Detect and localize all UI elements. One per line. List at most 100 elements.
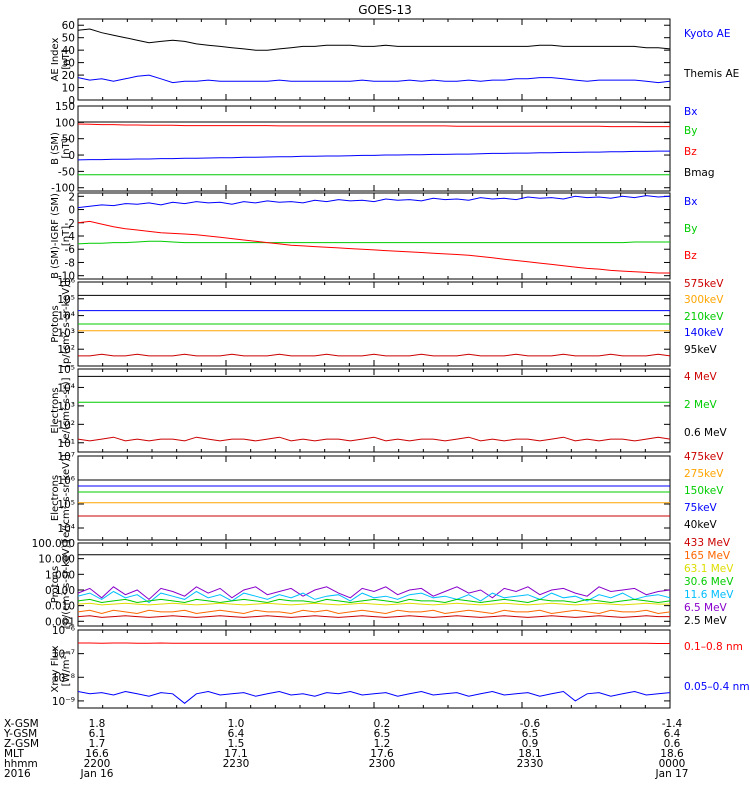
ephem-cell: 18.6 <box>660 748 684 760</box>
ephem-cell: 1.2 <box>374 738 391 750</box>
series-line-prot1 <box>78 353 670 357</box>
y-tick-label: 0 <box>68 95 75 107</box>
ephem-cell: Jan 17 <box>655 768 689 780</box>
ephem-cell: 0.6 <box>664 738 681 750</box>
ephem-cell: -1.4 <box>662 718 683 730</box>
series-line-prot2 <box>78 590 670 604</box>
ephem-cell: 6.1 <box>89 728 106 740</box>
ephem-row-label: 2016 <box>4 768 31 780</box>
panel-frame <box>77 18 671 101</box>
y-tick-label: 20 <box>62 70 75 82</box>
legend-entry: 0.6 MeV <box>684 427 728 439</box>
panel-elec1: 10¹ 10² 10³ 10⁴ 10⁵ Electrons [e/(cm²-s-sr)] 4 … <box>50 364 728 453</box>
y-axis-unit: [nT] <box>61 138 72 158</box>
legend-entry: 0.1–0.8 nm <box>684 641 743 653</box>
ephem-row-label: MLT <box>4 748 24 760</box>
y-axis-label: Protons <box>50 566 61 603</box>
y-tick-label: 40 <box>62 45 75 57</box>
y-tick-label: -100 <box>51 183 75 195</box>
y-tick-label: 10⁵ <box>57 294 75 306</box>
legend-entry: 300keV <box>684 294 724 306</box>
y-axis-unit: [W/m²] <box>61 651 72 686</box>
y-axis-label: Protons <box>50 305 61 342</box>
series-line-bsm <box>78 123 670 128</box>
ephem-cell: 2200 <box>84 758 111 770</box>
panel-frame <box>77 455 671 541</box>
legend-entry: By <box>684 125 697 137</box>
y-tick-label: -2 <box>65 218 75 230</box>
y-tick-label: -8 <box>65 257 75 269</box>
legend-entry: Bz <box>684 250 697 262</box>
ephem-cell: 0000 <box>659 758 686 770</box>
series-line-bsm <box>78 150 670 161</box>
legend-entry: 433 MeV <box>684 537 731 549</box>
ephem-cell: -0.6 <box>520 718 541 730</box>
series-line-prot2 <box>78 586 670 601</box>
y-tick-label: -50 <box>58 166 75 178</box>
y-tick-label: 10⁷ <box>57 451 75 463</box>
panel-frame <box>77 542 671 627</box>
y-tick-label: 10⁻⁹ <box>52 696 75 708</box>
ephem-cell: 16.6 <box>85 748 109 760</box>
ephem-cell: Jan 16 <box>80 768 114 780</box>
y-tick-label: 150 <box>55 101 75 113</box>
panel-elec2: 10⁴ 10⁵ 10⁶ 10⁷ Electrons [e/(cm²-s-sr-keV)] 4… <box>50 451 724 542</box>
ephem-row-label: hhmm <box>4 758 38 770</box>
y-tick-label: 0.010 <box>45 601 75 613</box>
ephem-cell: 1.0 <box>228 718 245 730</box>
y-tick-label: 10 <box>62 83 75 95</box>
legend-entry: 75keV <box>684 502 718 514</box>
y-axis-unit: [p/(cm²-s-sr-keV)] <box>61 541 72 629</box>
series-line-elec1 <box>78 436 670 442</box>
legend-entry: Bx <box>684 196 697 208</box>
legend-entry: 575keV <box>684 278 724 290</box>
y-axis-label: B (SM) <box>50 132 61 165</box>
y-tick-label: 10⁵ <box>57 499 75 511</box>
ephem-cell: 2300 <box>369 758 396 770</box>
ephemeris-table: X-GSMY-GSMZ-GSMMLThhmm20161.86.11.716.62… <box>3 718 688 780</box>
legend-entry: 210keV <box>684 311 724 323</box>
series-line-ae <box>78 28 670 51</box>
y-axis-label: Xray Flux <box>50 645 61 692</box>
ephem-cell: 2230 <box>223 758 250 770</box>
y-tick-label: 10² <box>57 344 75 356</box>
series-line-bigrf <box>78 195 670 209</box>
legend-entry: 2.5 MeV <box>684 615 728 627</box>
y-tick-label: 10² <box>57 419 75 431</box>
legend-entry: Themis AE <box>683 68 739 80</box>
y-tick-label: 10⁵ <box>57 364 75 376</box>
panel-prot2: 0.001 0.010 0.100 1.000 10.000 100.000 Protons… <box>32 537 735 628</box>
legend-entry: 63.1 MeV <box>684 563 734 575</box>
y-tick-label: -6 <box>65 244 76 256</box>
y-tick-label: 60 <box>62 20 75 32</box>
y-axis-unit: [p/(cm²-s-sr-keV)] <box>61 280 72 368</box>
y-axis-unit: [e/(cm²-s-sr-keV)] <box>61 454 72 542</box>
legend-entry: 0.05–0.4 nm <box>684 681 750 693</box>
y-tick-label: 50 <box>62 33 75 45</box>
y-axis-label: Electrons <box>50 387 61 433</box>
legend-entry: 4 MeV <box>684 371 718 383</box>
series-line-bigrf <box>78 240 670 245</box>
legend-entry: 6.5 MeV <box>684 602 728 614</box>
legend-entry: 2 MeV <box>684 399 718 411</box>
y-axis-unit: [e/(cm²-s-sr)] <box>61 377 72 443</box>
ephem-cell: 0.2 <box>374 718 391 730</box>
y-tick-label: 10¹ <box>57 438 75 450</box>
y-tick-label: -4 <box>65 231 76 243</box>
series-line-ae <box>78 74 670 84</box>
ephem-cell: 6.4 <box>228 728 245 740</box>
y-tick-label: 10⁴ <box>57 523 75 535</box>
y-tick-label: 0 <box>68 150 75 162</box>
y-tick-label: 0.001 <box>45 616 75 628</box>
y-tick-label: 0.100 <box>45 585 75 597</box>
legend-entry: Bmag <box>684 167 715 179</box>
ephem-cell: 0.9 <box>522 738 539 750</box>
y-tick-label: 50 <box>62 134 75 146</box>
ephem-row-label: X-GSM <box>4 718 39 730</box>
y-tick-label: 10³ <box>57 327 75 339</box>
panel-frame <box>77 192 671 280</box>
y-tick-label: 10.000 <box>38 554 75 566</box>
y-tick-label: 30 <box>62 58 75 70</box>
series-line-xray <box>78 642 670 644</box>
